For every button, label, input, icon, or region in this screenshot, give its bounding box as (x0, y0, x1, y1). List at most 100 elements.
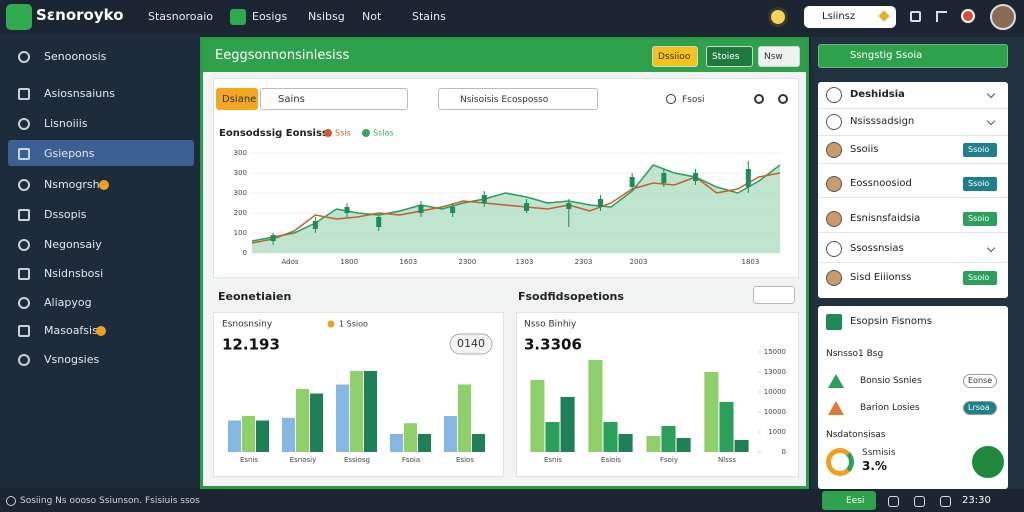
nav-label[interactable]: Negonsaiy (44, 238, 102, 251)
status-icon[interactable] (940, 496, 951, 507)
nav-item[interactable]: Not (362, 10, 382, 23)
candle-body (376, 217, 382, 227)
x-tick-label: Esnosiy (290, 456, 317, 464)
bar (588, 360, 603, 452)
bell-icon[interactable] (768, 7, 788, 27)
link[interactable]: Fsosi (682, 95, 705, 105)
row-label[interactable]: Ssossnsias (850, 243, 904, 254)
y-tick-label: 10000 (764, 388, 786, 396)
row-divider (818, 135, 1008, 136)
nav-icon (18, 148, 30, 160)
search-box[interactable] (804, 6, 896, 28)
row-badge (963, 212, 997, 226)
nav-label[interactable]: Nsidnsbosi (44, 267, 104, 280)
icon[interactable] (961, 9, 975, 23)
status-button[interactable] (822, 491, 876, 510)
search-icon[interactable] (754, 94, 764, 104)
row-divider (818, 197, 1008, 198)
row-label[interactable]: Nsisssadsign (850, 116, 915, 127)
nav-icon (18, 209, 30, 221)
card-subtitle: Nsnsso1 Bsg (826, 349, 884, 359)
select[interactable] (260, 88, 408, 110)
nav-label[interactable]: Gsiepons (44, 147, 95, 160)
nav-item[interactable]: Stasnoroaio (148, 10, 214, 23)
row-label[interactable]: Deshidsia (850, 89, 905, 100)
nav-icon (18, 239, 30, 251)
row-label[interactable]: Ssoiis (850, 144, 879, 155)
legend-label: 1 Ssioo (339, 320, 368, 329)
row-badge (963, 271, 997, 285)
nav-item[interactable]: Nsibsg (308, 10, 345, 23)
row-badge-label: Ssoio (968, 273, 990, 282)
right-header[interactable] (818, 44, 1008, 68)
topbar: Sɛnoroyko Lsiinsz (0, 0, 1024, 34)
active-item (8, 140, 194, 166)
button[interactable] (706, 46, 753, 67)
row-label[interactable]: Barion Losies (860, 403, 920, 413)
nav-item[interactable]: Eosigs (252, 10, 288, 23)
fab[interactable] (970, 444, 1006, 480)
button[interactable] (652, 46, 698, 67)
candle-body (270, 235, 276, 241)
kpi: 3.3306 (524, 336, 582, 354)
nav-label[interactable]: Dssopis (44, 208, 87, 221)
row-badge-label: Eonse (968, 376, 993, 385)
icon-button[interactable] (753, 286, 795, 304)
x-tick-label: Fsoia (402, 456, 420, 464)
button[interactable] (758, 46, 800, 67)
search-label: Nsisoisis Ecosposso (460, 95, 549, 105)
avatar[interactable] (990, 4, 1016, 30)
search[interactable] (438, 88, 598, 110)
y-tick-label: 15000 (764, 348, 786, 356)
nav-label[interactable]: Lisnoiiis (44, 117, 88, 130)
row-label[interactable]: Sisd Eiiionss (850, 272, 912, 283)
row-divider (818, 108, 1008, 109)
nav-label[interactable]: Vsnogsies (44, 353, 100, 366)
x-tick-label: 2300 (459, 258, 477, 266)
nav-label[interactable]: Senoonosis (44, 50, 107, 63)
card-title: Esopsin Fisnoms (850, 316, 932, 327)
candle-body (629, 177, 635, 187)
x-tick-label: Nlsss (718, 456, 736, 464)
status-icon[interactable] (914, 496, 925, 507)
row-badge-label: Ssoio (968, 214, 990, 223)
bar (364, 371, 378, 452)
row-icon (826, 270, 842, 286)
x-tick-label: 2003 (630, 258, 648, 266)
x-tick-label: 1603 (399, 258, 417, 266)
area-line (251, 164, 781, 242)
info-icon[interactable] (778, 94, 788, 104)
row-label[interactable]: Eossnoosiod (850, 178, 912, 189)
nav-label[interactable]: Aliapyog (44, 296, 92, 309)
nav-item[interactable]: Stains (412, 10, 446, 23)
y-tick-label: 100 (234, 229, 247, 237)
status-icon[interactable] (888, 496, 899, 507)
bar (618, 434, 633, 452)
nav-label[interactable]: Nsmogrsho (44, 178, 107, 191)
row-badge (963, 143, 997, 157)
row-icon (826, 176, 842, 192)
nav-icon (18, 354, 30, 366)
x-tick-label: Fsoiy (660, 456, 678, 464)
candle-body (450, 207, 456, 213)
bar (227, 420, 241, 452)
nav-label[interactable]: Masoafsis (44, 324, 98, 337)
status-button-label: Eesi (846, 496, 865, 506)
main-title: Eeggsonnonsinlesiss (215, 48, 350, 63)
bar (704, 372, 719, 452)
filter-tag[interactable] (216, 88, 258, 110)
row-label[interactable]: Bonsio Ssnies (860, 376, 922, 386)
row-divider (818, 163, 1008, 164)
nav-label[interactable]: Asiosnsaiuns (44, 87, 115, 100)
card-title: Esnosnsiny (222, 320, 273, 330)
icon[interactable] (910, 11, 921, 22)
bar (530, 380, 545, 452)
card-title: Nsso Binhiy (524, 320, 577, 330)
y-tick-label: 300 (234, 189, 247, 197)
bar (443, 416, 457, 452)
y-tick-label: 200 (234, 209, 247, 217)
icon[interactable] (936, 11, 947, 22)
statusbar (0, 489, 1024, 512)
row-label[interactable]: Esnisnsfaidsia (850, 213, 921, 224)
